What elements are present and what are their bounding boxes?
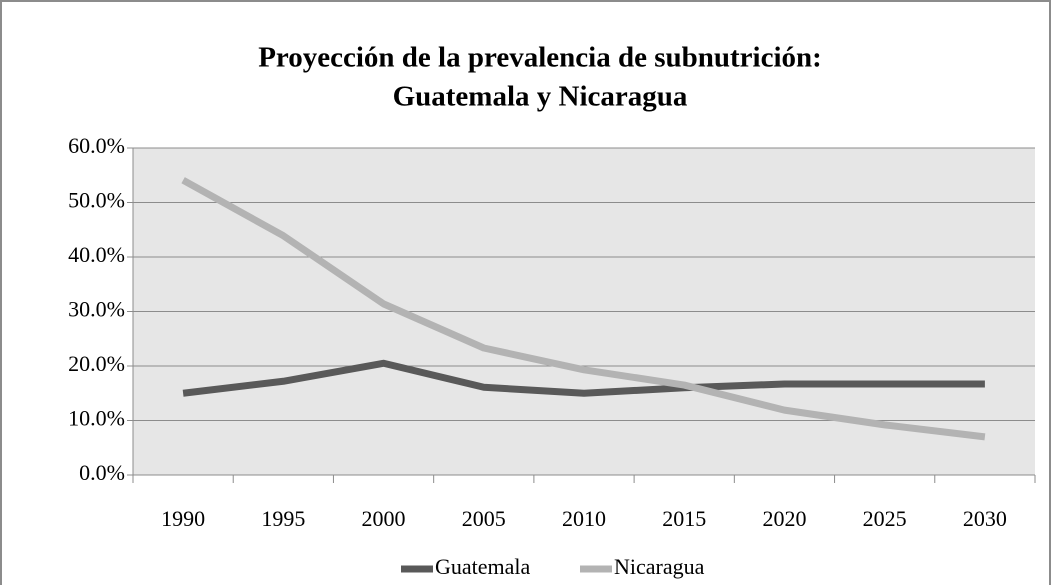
- x-tick-label: 2015: [662, 506, 706, 531]
- y-tick-label: 30.0%: [68, 297, 125, 322]
- chart-title: Guatemala y Nicaragua: [393, 81, 688, 113]
- x-tick-label: 2030: [963, 506, 1007, 531]
- y-tick-label: 10.0%: [68, 406, 125, 431]
- y-tick-label: 20.0%: [68, 351, 125, 376]
- legend-label: Nicaragua: [614, 554, 705, 579]
- x-tick-label: 2025: [863, 506, 907, 531]
- x-tick-label: 2020: [762, 506, 806, 531]
- chart-title: Proyección de la prevalencia de subnutri…: [258, 42, 822, 74]
- x-tick-label: 2000: [362, 506, 406, 531]
- x-tick-label: 1995: [261, 506, 305, 531]
- y-tick-label: 60.0%: [68, 133, 125, 158]
- x-tick-label: 2010: [562, 506, 606, 531]
- line-series: [182, 359, 985, 397]
- legend-label: Guatemala: [435, 554, 531, 579]
- line-series: [181, 177, 986, 441]
- y-tick-label: 50.0%: [68, 188, 125, 213]
- x-tick-label: 2005: [462, 506, 506, 531]
- y-tick-label: 0.0%: [79, 460, 125, 485]
- x-tick-label: 1990: [161, 506, 205, 531]
- y-tick-label: 40.0%: [68, 242, 125, 267]
